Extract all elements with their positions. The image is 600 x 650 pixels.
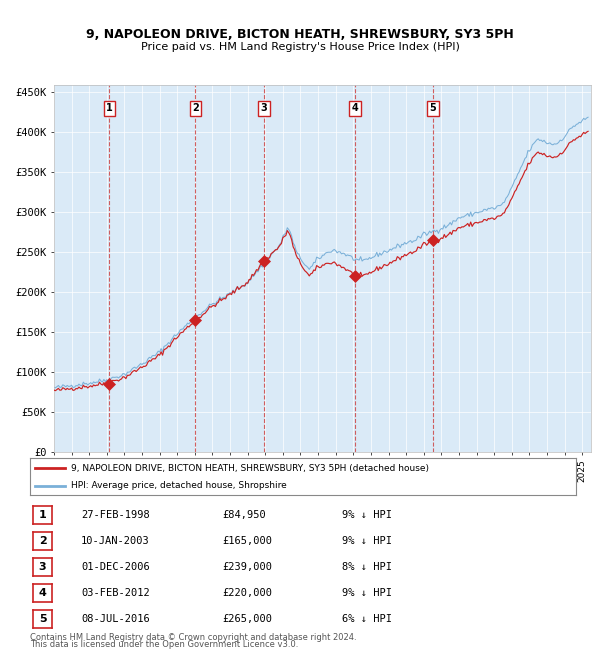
Text: This data is licensed under the Open Government Licence v3.0.: This data is licensed under the Open Gov…: [30, 640, 298, 649]
Text: 27-FEB-1998: 27-FEB-1998: [81, 510, 150, 520]
Text: 9, NAPOLEON DRIVE, BICTON HEATH, SHREWSBURY, SY3 5PH (detached house): 9, NAPOLEON DRIVE, BICTON HEATH, SHREWSB…: [71, 463, 429, 473]
Text: 1: 1: [106, 103, 113, 114]
Text: 8% ↓ HPI: 8% ↓ HPI: [342, 562, 392, 572]
Text: £165,000: £165,000: [222, 536, 272, 546]
Text: 03-FEB-2012: 03-FEB-2012: [81, 588, 150, 598]
Text: 10-JAN-2003: 10-JAN-2003: [81, 536, 150, 546]
Text: 1: 1: [39, 510, 46, 520]
Text: £265,000: £265,000: [222, 614, 272, 624]
Text: £84,950: £84,950: [222, 510, 266, 520]
Text: 5: 5: [39, 614, 46, 624]
Text: 3: 3: [39, 562, 46, 572]
Text: Price paid vs. HM Land Registry's House Price Index (HPI): Price paid vs. HM Land Registry's House …: [140, 42, 460, 52]
Text: 9, NAPOLEON DRIVE, BICTON HEATH, SHREWSBURY, SY3 5PH: 9, NAPOLEON DRIVE, BICTON HEATH, SHREWSB…: [86, 28, 514, 41]
Text: Contains HM Land Registry data © Crown copyright and database right 2024.: Contains HM Land Registry data © Crown c…: [30, 633, 356, 642]
Text: 4: 4: [352, 103, 358, 114]
Text: 9% ↓ HPI: 9% ↓ HPI: [342, 588, 392, 598]
Text: 9% ↓ HPI: 9% ↓ HPI: [342, 510, 392, 520]
Text: 2: 2: [39, 536, 46, 546]
Text: HPI: Average price, detached house, Shropshire: HPI: Average price, detached house, Shro…: [71, 482, 287, 490]
Text: 08-JUL-2016: 08-JUL-2016: [81, 614, 150, 624]
Text: 4: 4: [38, 588, 47, 598]
Text: £239,000: £239,000: [222, 562, 272, 572]
Text: 9% ↓ HPI: 9% ↓ HPI: [342, 536, 392, 546]
Text: 01-DEC-2006: 01-DEC-2006: [81, 562, 150, 572]
Text: 5: 5: [430, 103, 436, 114]
Text: 3: 3: [260, 103, 267, 114]
Text: £220,000: £220,000: [222, 588, 272, 598]
Text: 2: 2: [192, 103, 199, 114]
Text: 6% ↓ HPI: 6% ↓ HPI: [342, 614, 392, 624]
